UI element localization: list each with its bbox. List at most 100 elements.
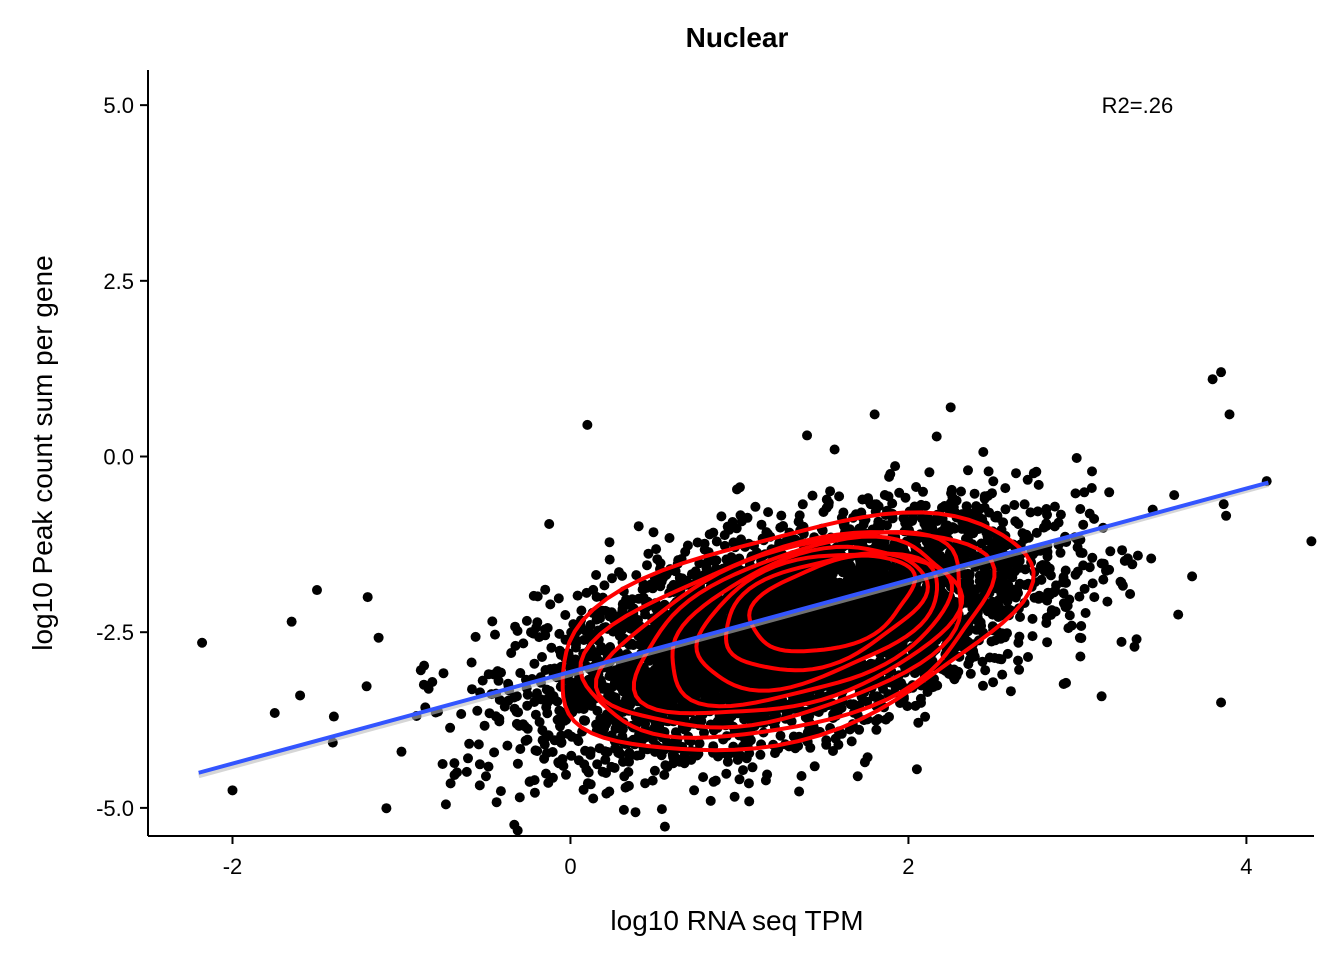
scatter-point xyxy=(472,705,483,716)
scatter-point xyxy=(1125,589,1136,599)
scatter-point xyxy=(1042,509,1052,520)
scatter-point xyxy=(983,466,994,477)
scatter-point xyxy=(1049,501,1060,512)
scatter-point xyxy=(682,540,693,551)
scatter-point xyxy=(604,537,615,548)
scatter-point xyxy=(584,699,595,710)
scatter-point xyxy=(677,573,688,584)
scatter-point xyxy=(1079,583,1090,594)
scatter-point xyxy=(1063,623,1074,634)
scatter-point xyxy=(909,668,920,679)
scatter-point xyxy=(492,666,503,677)
scatter-point xyxy=(1010,592,1021,603)
scatter-point xyxy=(733,612,744,622)
scatter-point xyxy=(511,718,522,729)
scatter-point xyxy=(491,797,502,808)
scatter-point xyxy=(1116,577,1127,588)
scatter-point xyxy=(532,617,543,628)
scatter-point xyxy=(1102,596,1113,607)
scatter-point xyxy=(971,551,982,562)
scatter-point xyxy=(694,738,705,749)
scatter-point xyxy=(887,563,898,574)
scatter-point xyxy=(557,754,568,764)
scatter-point xyxy=(560,610,571,620)
scatter-point xyxy=(1003,566,1014,576)
scatter-point xyxy=(601,768,611,778)
scatter-point xyxy=(740,734,750,745)
scatter-point xyxy=(537,652,547,662)
scatter-point xyxy=(916,697,926,708)
scatter-point xyxy=(1015,612,1025,622)
scatter-point xyxy=(951,495,962,506)
scatter-point xyxy=(512,758,523,769)
scatter-point xyxy=(659,821,670,832)
scatter-point xyxy=(734,774,745,785)
scatter-point xyxy=(599,580,610,591)
scatter-point xyxy=(631,570,642,581)
scatter-point xyxy=(603,688,614,699)
scatter-point xyxy=(633,521,644,532)
scatter-point xyxy=(566,750,577,761)
scatter-point xyxy=(580,692,591,703)
scatter-point xyxy=(821,611,832,622)
scatter-point xyxy=(969,488,980,499)
scatter-point xyxy=(1002,628,1012,639)
scatter-point xyxy=(921,536,932,547)
scatter-point xyxy=(850,613,861,624)
scatter-point xyxy=(502,740,513,751)
scatter-point xyxy=(773,622,784,633)
scatter-point xyxy=(956,486,966,497)
scatter-point xyxy=(909,501,920,512)
scatter-point xyxy=(1076,621,1087,631)
scatter-point xyxy=(1087,552,1098,563)
scatter-point xyxy=(470,631,481,642)
scatter-point xyxy=(1087,466,1097,477)
scatter-point xyxy=(604,554,615,565)
scatter-point xyxy=(618,804,629,815)
scatter-point xyxy=(843,627,854,638)
scatter-point xyxy=(1104,487,1115,498)
scatter-point xyxy=(973,524,984,534)
scatter-point xyxy=(1014,555,1025,566)
scatter-point xyxy=(532,688,542,699)
scatter-point xyxy=(608,626,619,637)
scatter-point xyxy=(664,691,675,702)
scatter-point xyxy=(855,559,866,570)
scatter-point xyxy=(495,786,506,797)
scatter-point xyxy=(736,534,746,545)
scatter-point xyxy=(1096,558,1107,569)
scatter-point xyxy=(735,750,746,761)
scatter-point xyxy=(1061,677,1071,688)
scatter-point xyxy=(973,504,983,515)
scatter-point xyxy=(613,745,624,756)
scatter-point xyxy=(1078,519,1089,530)
scatter-point xyxy=(973,583,984,594)
scatter-point xyxy=(1087,578,1098,589)
scatter-point xyxy=(547,772,558,783)
scatter-point xyxy=(879,589,890,600)
scatter-point xyxy=(759,601,770,612)
scatter-point xyxy=(474,780,485,791)
scatter-point xyxy=(546,642,557,653)
scatter-point xyxy=(515,668,526,678)
scatter-point xyxy=(766,591,777,601)
scatter-point xyxy=(879,490,890,500)
scatter-point xyxy=(1084,508,1095,519)
scatter-point xyxy=(963,659,974,670)
scatter-point xyxy=(702,681,713,692)
scatter-point xyxy=(836,703,847,713)
scatter-point xyxy=(959,548,970,559)
scatter-point xyxy=(979,562,990,573)
scatter-point xyxy=(1119,555,1130,566)
scatter-point xyxy=(583,767,594,778)
scatter-point xyxy=(578,784,589,795)
scatter-point xyxy=(775,522,786,533)
scatter-point xyxy=(1169,490,1180,501)
scatter-point xyxy=(749,675,760,686)
scatter-point xyxy=(604,786,615,797)
chart-title: Nuclear xyxy=(686,22,789,53)
scatter-point xyxy=(624,756,634,767)
scatter-point xyxy=(738,765,748,776)
scatter-point xyxy=(539,753,550,764)
scatter-point xyxy=(639,583,650,594)
